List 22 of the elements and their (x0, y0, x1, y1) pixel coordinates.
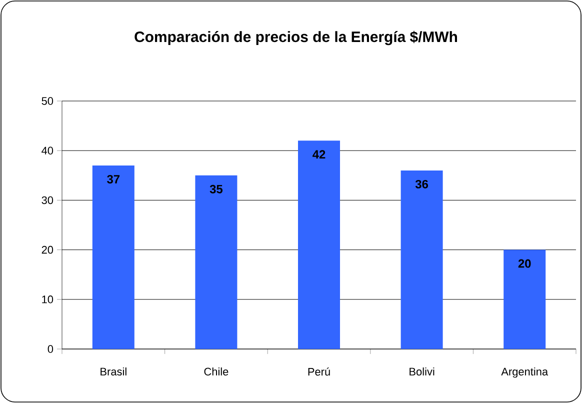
bar (195, 175, 238, 349)
y-tick-label: 50 (42, 97, 54, 105)
y-tick-label: 0 (48, 345, 54, 353)
bar (298, 140, 340, 349)
data-label: 35 (210, 184, 223, 194)
x-tick-label: Brasil (100, 367, 126, 376)
x-tick-label: Argentina (501, 367, 548, 378)
data-label: 20 (518, 259, 531, 268)
bar (400, 170, 443, 349)
bar (92, 165, 134, 349)
bar (504, 250, 546, 349)
y-tick-label: 10 (42, 296, 54, 304)
chart-title: Comparación de precios de la Energía $/MWh (134, 30, 457, 46)
data-label: 42 (312, 150, 326, 159)
y-tick-label: 20 (42, 246, 54, 254)
data-label: 37 (107, 174, 120, 184)
x-tick-label: Bolivi (410, 367, 434, 376)
y-tick-label: 30 (42, 196, 54, 204)
x-tick-label: Perú (308, 367, 330, 376)
x-tick-label: Chile (204, 367, 228, 376)
y-tick-label: 40 (42, 146, 54, 154)
data-label: 36 (415, 180, 428, 188)
